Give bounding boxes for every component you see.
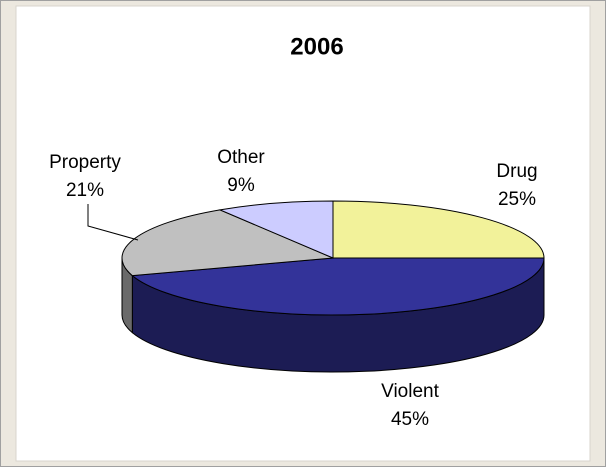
value-label: 45% [391, 409, 429, 430]
chart-title: 2006 [290, 33, 343, 60]
slice [332, 200, 545, 259]
slice-label: Violent [381, 381, 439, 402]
slice-label: Drug [496, 161, 537, 182]
value-label: 9% [227, 175, 255, 196]
slice-label: Property [49, 152, 121, 173]
pie [121, 200, 545, 373]
value-label: 21% [66, 180, 104, 201]
value-label: 25% [498, 189, 536, 210]
leader-line [87, 204, 139, 241]
slice [218, 200, 334, 259]
slice [131, 257, 545, 316]
slice-label: Other [217, 147, 265, 168]
